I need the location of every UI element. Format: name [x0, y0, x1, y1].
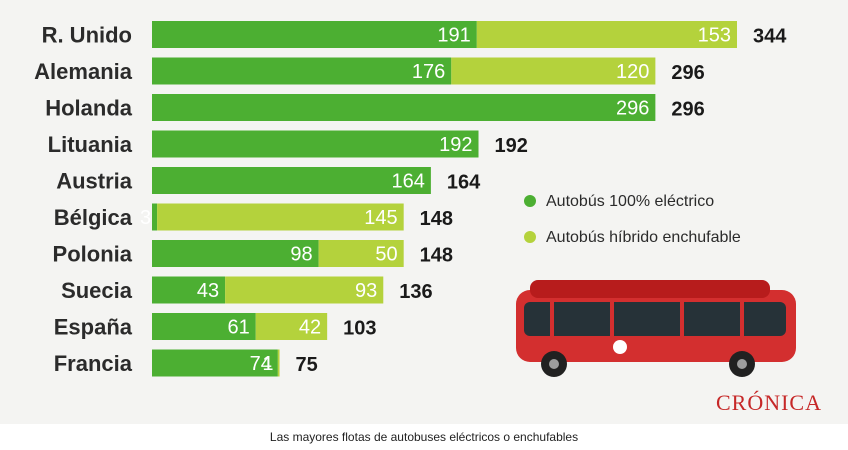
bus-logo-icon — [613, 340, 627, 354]
bar-hybrid — [277, 349, 280, 377]
bar-electric-label: 191 — [437, 25, 470, 47]
category-label: Francia — [54, 351, 133, 376]
category-label: Alemania — [34, 59, 133, 84]
bar-hybrid-label: 145 — [364, 207, 397, 229]
category-label: Suecia — [61, 278, 133, 303]
bar-electric-label: 3 — [140, 207, 151, 229]
bars-group: R. Unido 191 153 344 Alemania 176 120 296 Holand… — [34, 21, 787, 377]
bus-roof — [530, 280, 770, 298]
category-label: España — [54, 315, 133, 340]
category-label: Austria — [56, 169, 133, 194]
bar-hybrid — [451, 57, 656, 85]
bar-hybrid — [318, 240, 404, 267]
bar-electric — [152, 203, 158, 231]
legend-label: Autobús híbrido enchufable — [546, 229, 741, 246]
bar-total-label: 192 — [495, 135, 528, 157]
bar-electric-label: 296 — [616, 98, 649, 120]
bar-total-label: 103 — [343, 318, 376, 340]
bar-electric — [152, 57, 452, 85]
bar-hybrid-label: 42 — [299, 317, 321, 339]
legend-swatch — [524, 231, 536, 243]
bar-total-label: 164 — [447, 172, 481, 194]
bar-electric — [152, 130, 479, 158]
bar-electric-label: 98 — [290, 244, 312, 266]
category-label: Polonia — [53, 242, 133, 267]
bar-hybrid-label: 153 — [698, 25, 731, 47]
bar-electric-label: 74 — [250, 353, 272, 375]
bar-hybrid-label: 120 — [616, 61, 649, 83]
bus-window-divider — [740, 302, 744, 336]
category-label: Bélgica — [54, 205, 133, 230]
bar-electric-label: 43 — [197, 280, 219, 302]
bar-electric — [152, 21, 477, 48]
bar-total-label: 75 — [296, 354, 318, 376]
bar-total-label: 344 — [753, 26, 787, 48]
stacked-bar-chart: R. Unido 191 153 344 Alemania 176 120 296 Holand… — [34, 21, 796, 377]
bar-total-label: 296 — [671, 62, 704, 84]
figure-caption: Las mayores flotas de autobuses eléctric… — [269, 430, 579, 444]
bus-window-divider — [610, 302, 614, 336]
bar-total-label: 148 — [420, 245, 453, 267]
bar-hybrid — [476, 21, 737, 48]
legend: Autobús 100% eléctrico Autobús híbrido en… — [524, 193, 741, 246]
bar-electric-label: 192 — [439, 134, 472, 156]
chart-figure: R. Unido 191 153 344 Alemania 176 120 296 Holand… — [0, 0, 848, 424]
bus-illustration — [516, 280, 796, 377]
bus-window-divider — [680, 302, 684, 336]
bus-rear-hubcap — [737, 359, 747, 369]
bus-windows — [524, 302, 786, 336]
bar-electric — [152, 94, 656, 121]
bar-hybrid-label: 93 — [355, 280, 377, 302]
bar-hybrid-label: 50 — [375, 244, 397, 266]
bar-electric — [152, 167, 431, 194]
category-label: Holanda — [45, 96, 133, 121]
bar-electric-label: 176 — [412, 61, 445, 83]
bar-total-label: 148 — [420, 208, 453, 230]
cronica-logo: CRÓNICA — [715, 390, 822, 415]
bar-electric-label: 164 — [392, 171, 425, 193]
bar-hybrid — [225, 276, 384, 304]
category-label: R. Unido — [42, 23, 132, 48]
bar-electric — [152, 240, 319, 267]
bar-hybrid — [157, 203, 404, 231]
bar-electric — [152, 313, 256, 340]
legend-swatch — [524, 195, 536, 207]
bar-total-label: 136 — [399, 281, 432, 303]
bus-front-hubcap — [549, 359, 559, 369]
bar-hybrid — [255, 313, 328, 340]
legend-label: Autobús 100% eléctrico — [546, 193, 714, 210]
bar-total-label: 296 — [671, 99, 704, 121]
bar-electric — [152, 276, 226, 304]
bar-electric-label: 61 — [227, 317, 249, 339]
bar-electric — [152, 349, 278, 377]
bus-window-divider — [550, 302, 554, 336]
bar-hybrid-label: 1 — [262, 353, 273, 375]
category-label: Lituania — [48, 132, 133, 157]
